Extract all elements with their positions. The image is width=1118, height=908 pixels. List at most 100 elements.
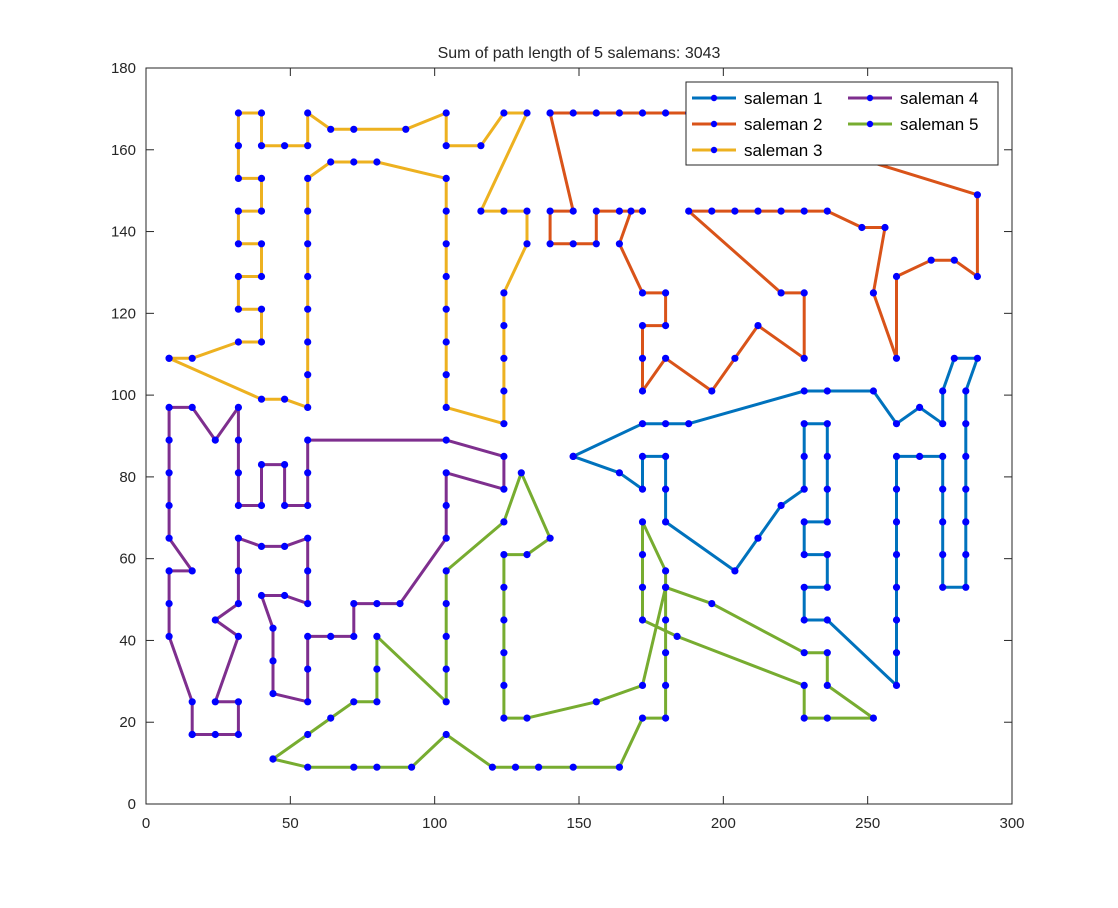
data-point xyxy=(661,616,670,624)
data-point xyxy=(442,534,450,542)
data-point xyxy=(892,354,901,362)
data-point xyxy=(165,534,173,542)
data-point xyxy=(892,420,901,428)
data-point xyxy=(442,403,450,411)
data-point xyxy=(592,207,600,215)
data-point xyxy=(615,763,624,771)
data-point xyxy=(892,272,901,281)
data-point xyxy=(777,501,785,510)
x-tick-label: 150 xyxy=(566,815,591,832)
data-point xyxy=(211,730,219,739)
y-tick-label: 60 xyxy=(119,551,136,568)
data-point xyxy=(661,452,670,460)
data-point xyxy=(615,207,624,215)
x-tick-label: 50 xyxy=(282,815,299,832)
data-point xyxy=(165,567,173,575)
data-point xyxy=(823,681,831,690)
data-point xyxy=(685,420,693,428)
data-point xyxy=(638,289,647,297)
data-point xyxy=(304,207,312,215)
data-point xyxy=(269,657,277,665)
data-point xyxy=(673,632,681,641)
data-point xyxy=(407,763,416,771)
chart-title: Sum of path length of 5 salemans: 3043 xyxy=(438,45,721,62)
data-point xyxy=(304,567,312,575)
data-point xyxy=(477,142,485,150)
data-point xyxy=(939,518,947,526)
data-point xyxy=(257,305,266,313)
data-point xyxy=(708,599,716,608)
data-point xyxy=(269,755,277,763)
data-point xyxy=(638,387,647,395)
data-point xyxy=(754,207,762,215)
data-point xyxy=(304,403,312,411)
data-point xyxy=(442,698,450,706)
data-point xyxy=(442,142,450,150)
data-point xyxy=(638,354,647,362)
data-point xyxy=(523,714,531,722)
legend-entry-5: saleman 5 xyxy=(848,115,978,134)
data-point xyxy=(511,763,520,771)
data-point xyxy=(234,567,242,575)
data-point xyxy=(304,469,312,477)
data-point xyxy=(234,730,242,739)
data-point xyxy=(373,698,381,706)
data-point xyxy=(661,289,670,297)
data-point xyxy=(800,649,808,657)
data-point xyxy=(892,681,901,690)
data-point xyxy=(823,714,831,722)
data-point xyxy=(257,395,266,403)
data-point xyxy=(892,550,901,559)
data-point xyxy=(500,616,508,624)
data-point xyxy=(800,550,808,559)
series-3 xyxy=(165,109,531,428)
data-point xyxy=(211,698,219,706)
data-point xyxy=(823,616,831,624)
data-point xyxy=(523,550,531,559)
data-point xyxy=(939,420,947,428)
data-point xyxy=(939,387,947,395)
data-point xyxy=(800,207,808,215)
data-point xyxy=(442,240,450,248)
data-point xyxy=(350,158,358,166)
data-point xyxy=(973,191,982,199)
data-point xyxy=(234,174,242,182)
data-point xyxy=(777,289,785,297)
data-point xyxy=(777,207,785,215)
data-point xyxy=(638,420,647,428)
data-point xyxy=(500,485,508,493)
data-point xyxy=(442,665,450,673)
data-point xyxy=(627,207,635,215)
legend-marker xyxy=(866,120,874,128)
data-point xyxy=(269,689,277,698)
data-point xyxy=(939,550,947,559)
data-point xyxy=(869,387,878,395)
legend-marker xyxy=(710,146,718,154)
legend-label: saleman 1 xyxy=(744,89,822,108)
data-point xyxy=(234,207,242,215)
data-point xyxy=(442,436,450,444)
data-point xyxy=(442,632,450,641)
data-point xyxy=(523,207,531,215)
data-point xyxy=(661,714,670,722)
data-point xyxy=(638,583,647,591)
data-point xyxy=(569,763,577,771)
data-point xyxy=(592,240,600,248)
data-point xyxy=(869,289,878,297)
data-point xyxy=(257,207,266,215)
data-point xyxy=(546,207,554,215)
data-point xyxy=(373,763,381,771)
data-point xyxy=(442,567,450,575)
data-point xyxy=(442,599,450,608)
legend-marker xyxy=(710,94,718,102)
y-tick-label: 100 xyxy=(111,387,136,404)
data-point xyxy=(892,485,901,493)
data-point xyxy=(234,142,242,150)
data-point xyxy=(257,272,266,281)
data-point xyxy=(234,534,242,542)
data-point xyxy=(488,763,496,771)
data-point xyxy=(234,501,242,510)
data-point xyxy=(234,403,242,411)
data-point xyxy=(661,583,670,591)
